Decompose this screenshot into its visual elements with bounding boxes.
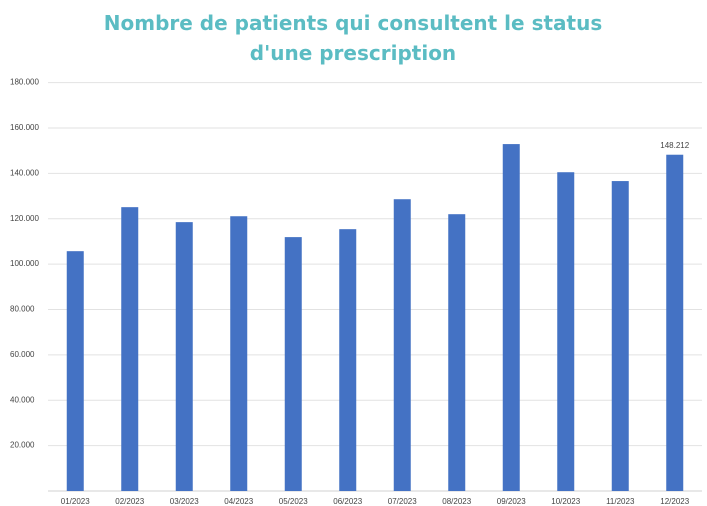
bar [284,237,302,491]
y-tick-label: 140.000 [10,168,39,177]
bar [339,229,357,491]
x-tick-label: 03/2023 [170,497,199,506]
bar [230,216,248,491]
x-tick-label: 01/2023 [61,497,90,506]
bar [121,207,139,492]
x-tick-label: 08/2023 [442,497,471,506]
x-tick-label: 10/2023 [551,497,580,506]
bar [175,222,193,492]
y-tick-label: 40.000 [10,395,35,404]
x-tick-label: 02/2023 [115,497,144,506]
x-tick-label: 07/2023 [388,497,417,506]
bar [557,172,575,491]
x-tick-label: 05/2023 [279,497,308,506]
x-tick-label: 06/2023 [333,497,362,506]
x-tick-label: 04/2023 [224,497,253,506]
bar [66,251,84,491]
y-tick-label: 60.000 [10,350,35,359]
bar [393,199,411,491]
bar [611,181,629,492]
x-tick-label: 12/2023 [660,497,689,506]
y-tick-label: 20.000 [10,441,35,450]
x-tick-label: 09/2023 [497,497,526,506]
bar [448,214,466,491]
y-tick-label: 100.000 [10,259,39,268]
y-tick-label: 80.000 [10,305,35,314]
y-tick-label: 180.000 [10,78,39,87]
y-tick-label: 120.000 [10,214,39,223]
bar [666,154,684,491]
y-tick-label: 160.000 [10,123,39,132]
x-tick-label: 11/2023 [606,497,635,506]
chart-title: Nombre de patients qui consultent le sta… [103,11,603,65]
bar [502,144,520,491]
data-label: 148.212 [660,141,689,150]
